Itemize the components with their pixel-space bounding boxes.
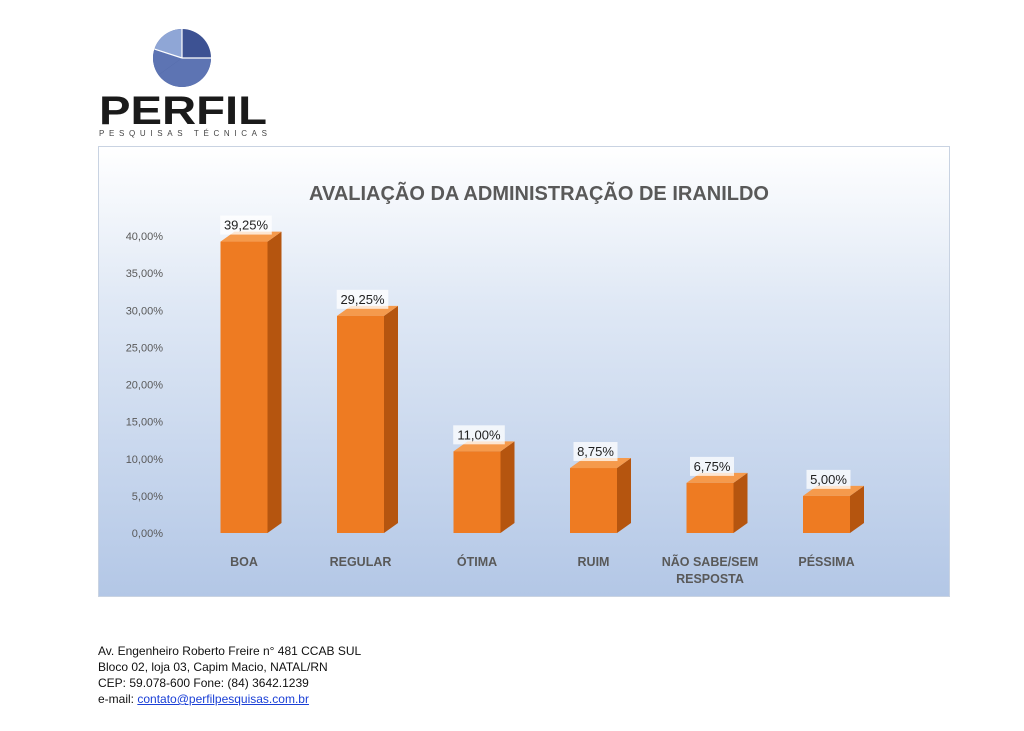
data-label-text: 8,75% <box>577 444 614 459</box>
data-label-text: 29,25% <box>340 292 385 307</box>
x-tick-label: RUIM <box>578 555 610 569</box>
y-tick-label: 40,00% <box>126 231 164 243</box>
data-label: 5,00% <box>806 469 851 489</box>
bar-side <box>267 231 282 533</box>
x-tick-label: BOA <box>230 555 258 569</box>
bar-chart: AVALIAÇÃO DA ADMINISTRAÇÃO DE IRANILDO 0… <box>126 182 864 586</box>
data-label-text: 39,25% <box>224 218 269 233</box>
bar <box>570 458 631 533</box>
y-tick-label: 35,00% <box>126 268 164 280</box>
data-label-text: 6,75% <box>694 459 731 474</box>
bar <box>686 472 748 533</box>
logo-name: PERFIL <box>99 89 267 133</box>
x-tick-label: NÃO SABE/SEM <box>662 554 759 569</box>
bars <box>220 231 864 533</box>
data-label-text: 5,00% <box>810 472 847 487</box>
chart-panel: AVALIAÇÃO DA ADMINISTRAÇÃO DE IRANILDO 0… <box>98 146 950 597</box>
bar-front <box>803 495 850 533</box>
data-label: 29,25% <box>336 289 389 309</box>
bar-front <box>220 241 268 533</box>
data-label-box <box>690 456 734 476</box>
address-line-3: CEP: 59.078-600 Fone: (84) 3642.1239 <box>98 676 309 690</box>
pie-icon <box>152 29 211 88</box>
bar-side <box>617 458 631 533</box>
bar-front <box>570 468 617 533</box>
y-tick-label: 10,00% <box>126 454 164 466</box>
bar-front <box>337 315 384 533</box>
y-tick-label: 25,00% <box>126 342 164 354</box>
bar <box>453 441 515 533</box>
data-label-box <box>453 425 505 445</box>
x-tick-label: PÉSSIMA <box>798 554 854 569</box>
y-tick-label: 0,00% <box>132 528 163 540</box>
x-tick-label: REGULAR <box>330 555 392 569</box>
y-tick-label: 20,00% <box>126 380 164 392</box>
data-label-box <box>573 442 618 462</box>
data-label-box <box>336 289 389 309</box>
perfil-logo: PERFIL PESQUISAS TÉCNICAS <box>99 29 267 138</box>
footer-address: Av. Engenheiro Roberto Freire n° 481 CCA… <box>98 643 361 707</box>
email-link[interactable]: contato@perfilpesquisas.com.br <box>137 692 309 706</box>
bar-side <box>733 472 748 533</box>
bar-side <box>500 441 515 533</box>
bar-side <box>850 485 864 533</box>
x-axis: BOA REGULAR ÓTIMA RUIM NÃO SABE/SEM RESPOSTA P… <box>230 554 855 586</box>
email-label: e-mail: <box>98 692 138 706</box>
bar-front <box>686 482 734 533</box>
y-axis: 0,00% 5,00% 10,00% 15,00% 20,00% 25,00% 30,00%… <box>126 231 164 540</box>
data-label: 8,75% <box>573 442 618 462</box>
data-label: 6,75% <box>690 456 734 476</box>
bar-side <box>384 305 398 533</box>
y-tick-label: 30,00% <box>126 305 164 317</box>
data-labels: 39,25% 29,25% 11,00% 8,75% 6,75% 5,00% <box>220 215 851 489</box>
bar <box>803 485 864 533</box>
address-line-2: Bloco 02, loja 03, Capim Macio, NATAL/RN <box>98 660 328 674</box>
bar-front <box>453 451 501 533</box>
x-tick-label: ÓTIMA <box>457 554 497 569</box>
data-label-text: 11,00% <box>457 427 501 442</box>
data-label-box <box>806 469 851 489</box>
chart-title: AVALIAÇÃO DA ADMINISTRAÇÃO DE IRANILDO <box>309 182 769 205</box>
y-tick-label: 5,00% <box>132 491 163 503</box>
x-tick-label: RESPOSTA <box>676 572 744 586</box>
address-line-1: Av. Engenheiro Roberto Freire n° 481 CCA… <box>98 644 362 658</box>
data-label-box <box>220 215 272 235</box>
data-label: 11,00% <box>453 425 505 445</box>
y-tick-label: 15,00% <box>126 417 164 429</box>
bar <box>220 231 282 533</box>
email-line: e-mail: contato@perfilpesquisas.com.br <box>98 691 361 707</box>
data-label: 39,25% <box>220 215 272 235</box>
bar <box>337 305 398 533</box>
